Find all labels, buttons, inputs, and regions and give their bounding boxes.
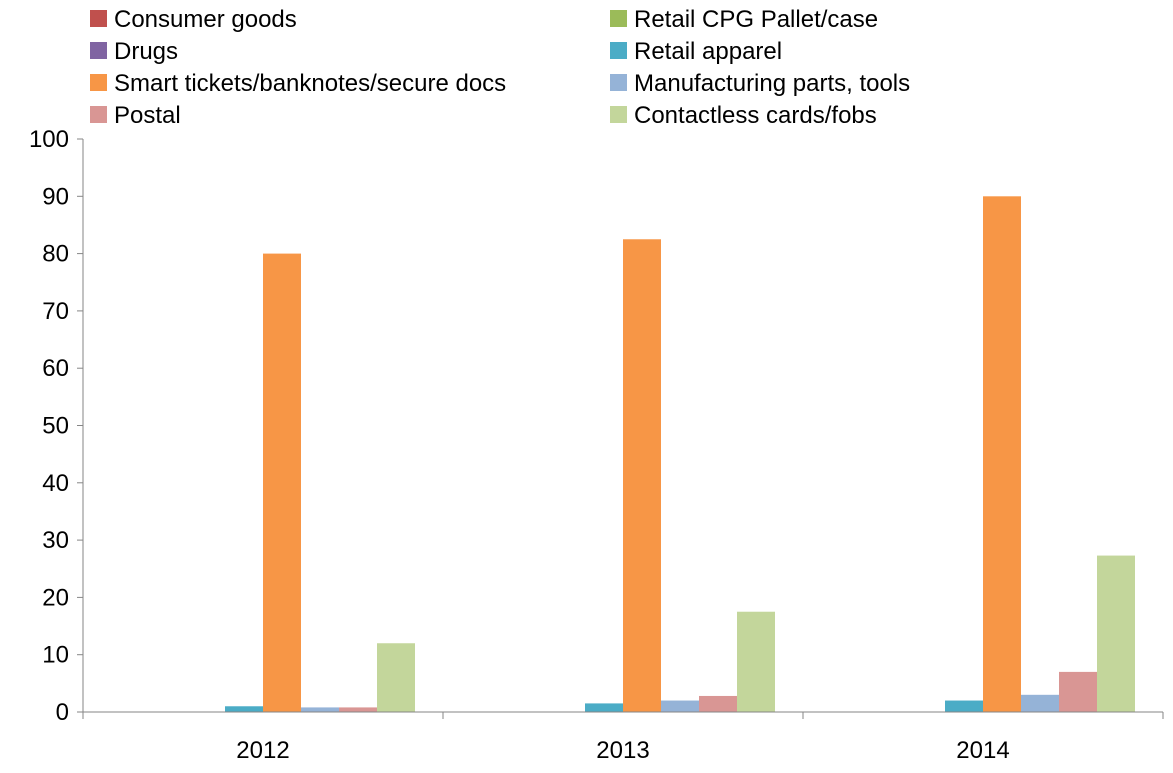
- bar-retail-apparel-2013: Retail apparel 2013: 1.5: [585, 703, 623, 712]
- bar-manufacturing-parts-tools-2012: Manufacturing parts, tools 2012: 0.8: [301, 707, 339, 712]
- y-tick-label: 0: [56, 699, 69, 726]
- bar-manufacturing-parts-tools-2014: Manufacturing parts, tools 2014: 3: [1021, 694, 1059, 712]
- legend: Consumer goods Retail CPG Pallet/case Drug…: [90, 6, 910, 129]
- legend-swatch: [610, 10, 627, 27]
- legend-item-drugs: Drugs: [90, 38, 178, 65]
- bar-smart-tickets-banknotes-secure-docs-2014: Smart tickets/banknotes/secure docs 2014…: [983, 196, 1021, 713]
- y-tick-label: 80: [42, 241, 69, 268]
- axes: 0 10 20 30 40 50 60 70 80 90 100 2012 2013 2014: [29, 126, 1164, 764]
- bar-contactless-cards-fobs-2013: Contactless cards/fobs 2013: 17.5: [737, 611, 775, 712]
- legend-item-manufacturing-parts-tools: Manufacturing parts, tools: [610, 70, 910, 97]
- legend-label: Retail apparel: [634, 38, 782, 65]
- legend-label: Postal: [114, 102, 181, 129]
- y-tick-label: 30: [42, 527, 69, 554]
- legend-swatch: [610, 42, 627, 59]
- legend-item-contactless-cards-fobs: Contactless cards/fobs: [610, 102, 877, 129]
- legend-swatch: [90, 42, 107, 59]
- x-tick-label-2014: 2014: [956, 737, 1009, 764]
- bar-contactless-cards-fobs-2012: Contactless cards/fobs 2012: 12: [377, 643, 415, 712]
- bar-postal-2012: Postal 2012: 0.8: [339, 707, 377, 712]
- legend-item-consumer-goods: Consumer goods: [90, 6, 297, 33]
- y-tick-label: 70: [42, 298, 69, 325]
- legend-swatch: [90, 74, 107, 91]
- x-tick-label-2013: 2013: [596, 737, 649, 764]
- legend-swatch: [90, 10, 107, 27]
- y-tick-label: 10: [42, 642, 69, 669]
- bar-postal-2013: Postal 2013: 2.8: [699, 695, 737, 712]
- legend-label: Drugs: [114, 38, 178, 65]
- legend-label: Smart tickets/banknotes/secure docs: [114, 70, 506, 97]
- legend-label: Contactless cards/fobs: [634, 102, 877, 129]
- legend-swatch: [90, 106, 107, 123]
- bar-contactless-cards-fobs-2014: Contactless cards/fobs 2014: 27.3: [1097, 555, 1135, 712]
- bar-retail-apparel-2012: Retail apparel 2012: 1: [225, 706, 263, 712]
- legend-label: Retail CPG Pallet/case: [634, 6, 878, 33]
- legend-item-smart-tickets-banknotes-secure-docs: Smart tickets/banknotes/secure docs: [90, 70, 506, 97]
- bar-smart-tickets-banknotes-secure-docs-2012: Smart tickets/banknotes/secure docs 2012…: [263, 253, 301, 712]
- y-tick-label: 40: [42, 470, 69, 497]
- bar-retail-apparel-2014: Retail apparel 2014: 2: [945, 700, 983, 712]
- bar-manufacturing-parts-tools-2013: Manufacturing parts, tools 2013: 2: [661, 700, 699, 712]
- legend-swatch: [610, 106, 627, 123]
- bar-postal-2014: Postal 2014: 7: [1059, 671, 1097, 712]
- y-tick-label: 100: [29, 126, 69, 153]
- bars: Consumer goods 2012: 0Drugs 2012: 0Retai…: [225, 196, 1135, 713]
- y-tick-label: 50: [42, 413, 69, 440]
- y-tick-label: 90: [42, 183, 69, 210]
- y-tick-label: 60: [42, 355, 69, 382]
- legend-label: Consumer goods: [114, 6, 297, 33]
- bar-smart-tickets-banknotes-secure-docs-2013: Smart tickets/banknotes/secure docs 2013…: [623, 239, 661, 712]
- legend-item-retail-cpg-pallet-case: Retail CPG Pallet/case: [610, 6, 878, 33]
- legend-label: Manufacturing parts, tools: [634, 70, 910, 97]
- y-tick-label: 20: [42, 584, 69, 611]
- legend-item-postal: Postal: [90, 102, 181, 129]
- x-tick-label-2012: 2012: [236, 737, 289, 764]
- legend-item-retail-apparel: Retail apparel: [610, 38, 782, 65]
- legend-swatch: [610, 74, 627, 91]
